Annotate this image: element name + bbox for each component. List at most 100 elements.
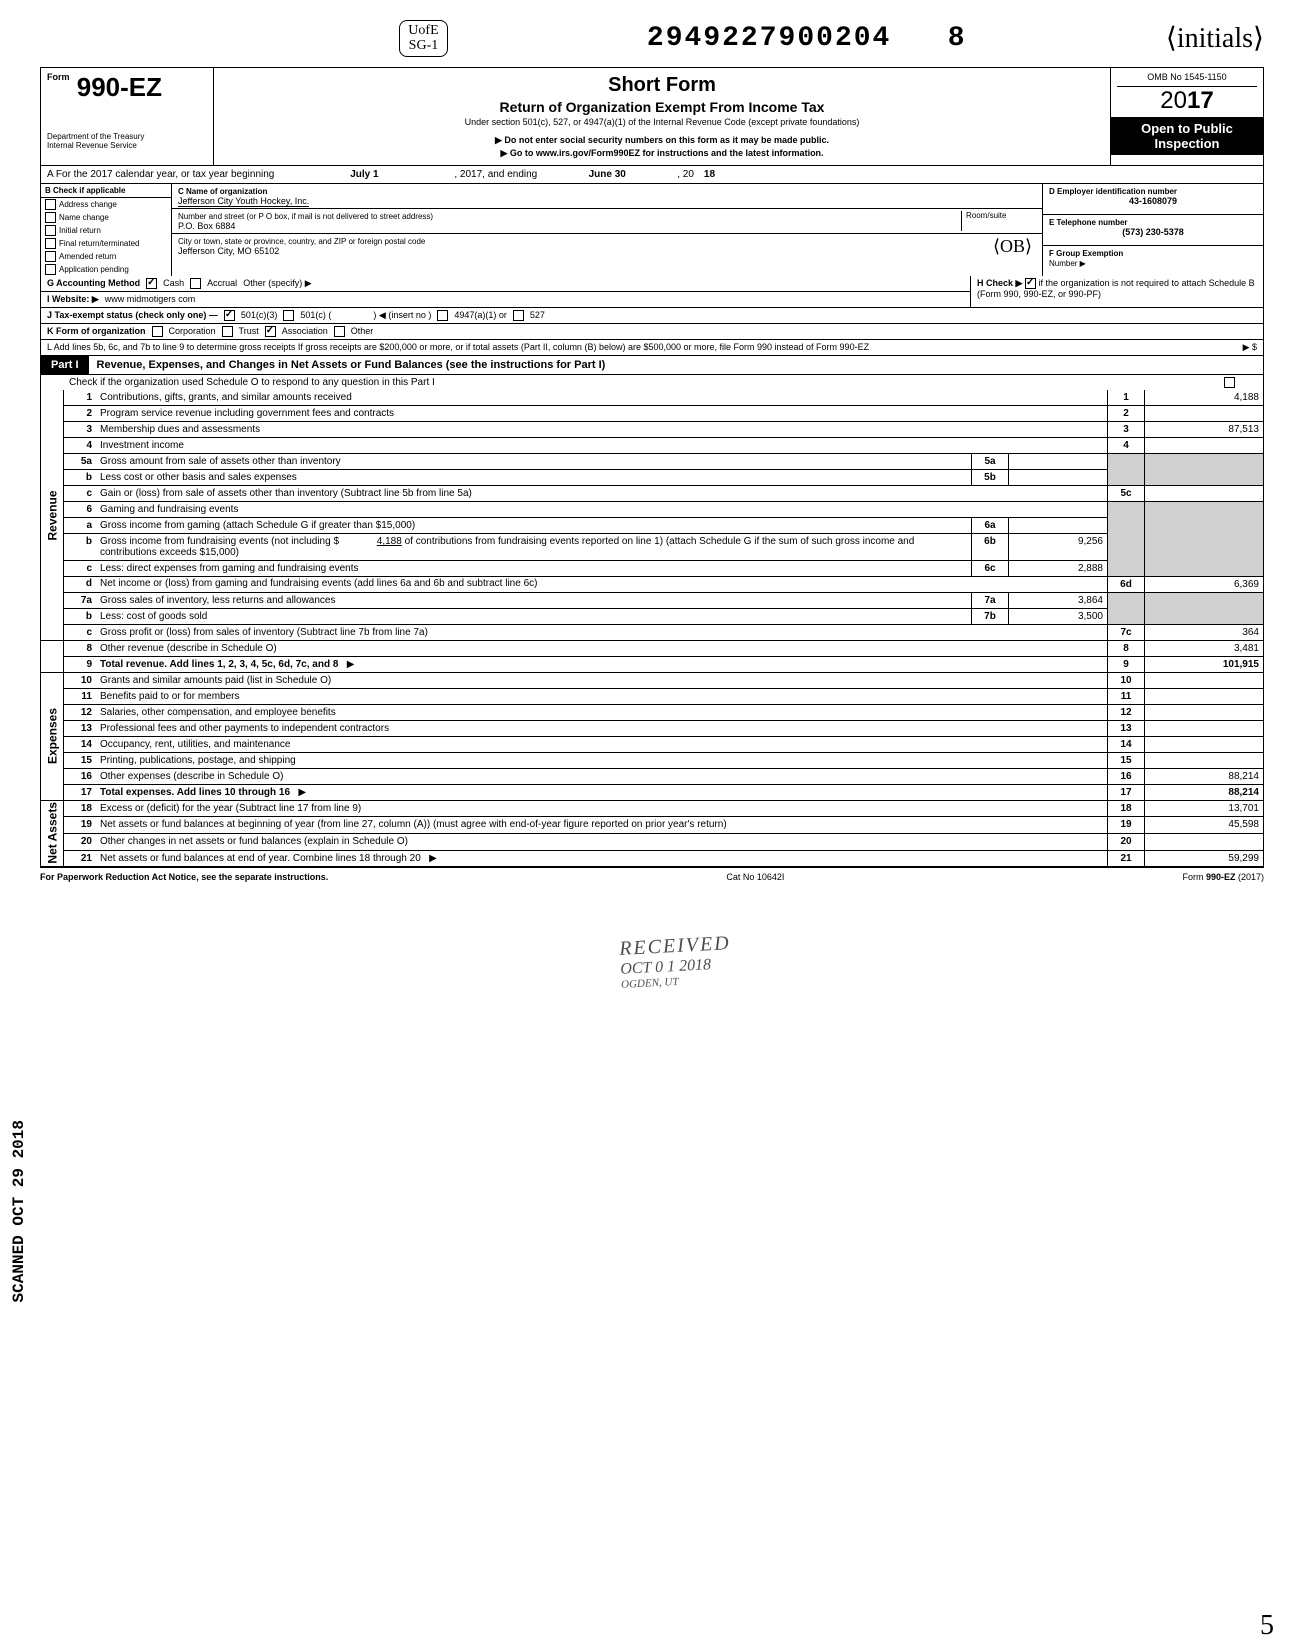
line-5a: 5aGross amount from sale of assets other…	[41, 453, 1264, 469]
netassets-label: Net Assets	[41, 800, 64, 867]
goto-url: ▶ Go to www.irs.gov/Form990EZ for instru…	[220, 148, 1104, 159]
org-city: Jefferson City, MO 65102	[178, 246, 279, 256]
line-18: Net Assets 18Excess or (deficit) for the…	[41, 800, 1264, 817]
chk-association[interactable]	[265, 326, 276, 337]
handwritten-initials: ⟨initials⟩	[1166, 21, 1264, 55]
row-j-tax-exempt: J Tax-exempt status (check only one) — 5…	[40, 308, 1264, 324]
scanned-stamp: SCANNED OCT 29 2018	[10, 1120, 28, 1302]
handwritten-ob: ⟨OB⟩	[993, 236, 1032, 257]
line-16: 16Other expenses (describe in Schedule O…	[41, 768, 1264, 784]
part1-sub: Check if the organization used Schedule …	[40, 375, 1264, 390]
dln-number: 2949227900204 8	[647, 23, 967, 54]
line-7b: bLess: cost of goods sold 7b3,500	[41, 608, 1264, 624]
return-title: Return of Organization Exempt From Incom…	[220, 99, 1104, 115]
ssn-warning: ▶ Do not enter social security numbers o…	[220, 135, 1104, 146]
received-stamp: RECEIVED OCT 0 1 2018 OGDEN, UT	[619, 932, 733, 991]
line-2: 2Program service revenue including gover…	[41, 405, 1264, 421]
chk-final-return[interactable]: Final return/terminated	[41, 237, 171, 250]
row-a-tax-year: A For the 2017 calendar year, or tax yea…	[40, 166, 1264, 184]
c-name-label: C Name of organization	[178, 187, 267, 196]
f-number: Number ▶	[1049, 259, 1086, 268]
org-name: Jefferson City Youth Hockey, Inc.	[178, 196, 309, 207]
website-value: www midmotigers com	[105, 294, 196, 304]
line-12: 12Salaries, other compensation, and empl…	[41, 704, 1264, 720]
org-address: P.O. Box 6884	[178, 221, 235, 231]
chk-trust[interactable]	[222, 326, 233, 337]
line-17: 17Total expenses. Add lines 10 through 1…	[41, 784, 1264, 800]
line-7a: 7aGross sales of inventory, less returns…	[41, 592, 1264, 608]
dept-irs: Internal Revenue Service	[47, 142, 207, 151]
row-k-form-org: K Form of organization Corporation Trust…	[40, 324, 1264, 340]
line-15: 15Printing, publications, postage, and s…	[41, 752, 1264, 768]
chk-name-change[interactable]: Name change	[41, 211, 171, 224]
chk-amended[interactable]: Amended return	[41, 250, 171, 263]
line-11: 11Benefits paid to or for members11	[41, 688, 1264, 704]
corner-stamp: UofE SG-1	[399, 20, 447, 57]
part1-header: Part I Revenue, Expenses, and Changes in…	[40, 356, 1264, 375]
addr-label: Number and street (or P O box, if mail i…	[178, 212, 433, 221]
f-group-label: F Group Exemption	[1049, 249, 1123, 258]
chk-4947[interactable]	[437, 310, 448, 321]
tel-value: (573) 230-5378	[1049, 227, 1257, 237]
line-6b: b Gross income from fundraising events (…	[41, 533, 1264, 560]
stamp-l1: UofE	[408, 23, 438, 38]
chk-address-change[interactable]: Address change	[41, 198, 171, 211]
chk-corporation[interactable]	[152, 326, 163, 337]
page-footer: For Paperwork Reduction Act Notice, see …	[40, 867, 1264, 886]
paperwork-notice: For Paperwork Reduction Act Notice, see …	[40, 872, 328, 882]
line-5b: bLess cost or other basis and sales expe…	[41, 469, 1264, 485]
line-3: 3Membership dues and assessments 387,513	[41, 421, 1264, 437]
form-header: Form 990-EZ Department of the Treasury I…	[40, 67, 1264, 166]
omb-number: OMB No 1545-1150	[1117, 72, 1257, 87]
line-6d: dNet income or (loss) from gaming and fu…	[41, 576, 1264, 592]
row-g-accounting: G Accounting Method Cash Accrual Other (…	[40, 276, 971, 292]
part1-title: Revenue, Expenses, and Changes in Net As…	[89, 356, 614, 374]
short-form-title: Short Form	[220, 74, 1104, 97]
open-to-public: Open to Public Inspection	[1111, 117, 1263, 155]
chk-527[interactable]	[513, 310, 524, 321]
page-corner-number: 5	[1260, 1610, 1274, 1642]
chk-schedule-b[interactable]	[1025, 278, 1036, 289]
line-7c: cGross profit or (loss) from sales of in…	[41, 624, 1264, 640]
line-14: 14Occupancy, rent, utilities, and mainte…	[41, 736, 1264, 752]
cat-no: Cat No 10642I	[726, 872, 784, 882]
under-section: Under section 501(c), 527, or 4947(a)(1)…	[220, 117, 1104, 127]
chk-501c[interactable]	[283, 310, 294, 321]
line-9: 9Total revenue. Add lines 1, 2, 3, 4, 5c…	[41, 656, 1264, 672]
line-1: Revenue 1 Contributions, gifts, grants, …	[41, 390, 1264, 406]
line-20: 20Other changes in net assets or fund ba…	[41, 834, 1264, 851]
line-6: 6Gaming and fundraising events	[41, 501, 1264, 517]
top-marks: UofE SG-1 2949227900204 8 ⟨initials⟩	[40, 20, 1264, 57]
year-end: 18	[704, 169, 715, 180]
form-ref: Form 990-EZ (2017)	[1182, 872, 1264, 882]
lines-table: Revenue 1 Contributions, gifts, grants, …	[40, 390, 1264, 868]
ein-value: 43-1608079	[1049, 196, 1257, 206]
tax-year: 2017	[1117, 87, 1257, 115]
chk-schedule-o[interactable]	[1224, 377, 1235, 388]
year-end-month: June 30	[537, 169, 677, 180]
room-suite: Room/suite	[961, 211, 1036, 231]
chk-initial-return[interactable]: Initial return	[41, 224, 171, 237]
line-21: 21Net assets or fund balances at end of …	[41, 850, 1264, 867]
part1-tab: Part I	[41, 356, 89, 374]
line-6a: aGross income from gaming (attach Schedu…	[41, 517, 1264, 533]
chk-other[interactable]	[334, 326, 345, 337]
row-l-gross-receipts: L Add lines 5b, 6c, and 7b to line 9 to …	[40, 340, 1264, 356]
b-header: B Check if applicable	[41, 184, 171, 198]
year-begin: July 1	[274, 169, 454, 180]
chk-cash[interactable]	[146, 278, 157, 289]
revenue-label: Revenue	[41, 390, 64, 641]
stamp-l2: SG-1	[409, 38, 439, 53]
line-13: 13Professional fees and other payments t…	[41, 720, 1264, 736]
line-6c: cLess: direct expenses from gaming and f…	[41, 560, 1264, 576]
expenses-label: Expenses	[41, 672, 64, 800]
row-h: H Check ▶ if the organization is not req…	[971, 276, 1264, 308]
chk-accrual[interactable]	[190, 278, 201, 289]
line-4: 4Investment income 4	[41, 437, 1264, 453]
row-i-website: I Website: ▶ www midmotigers com	[40, 292, 971, 308]
chk-app-pending[interactable]: Application pending	[41, 263, 171, 276]
line-8: 8Other revenue (describe in Schedule O) …	[41, 640, 1264, 656]
e-tel-label: E Telephone number	[1049, 218, 1128, 227]
line-10: Expenses 10Grants and similar amounts pa…	[41, 672, 1264, 688]
chk-501c3[interactable]	[224, 310, 235, 321]
